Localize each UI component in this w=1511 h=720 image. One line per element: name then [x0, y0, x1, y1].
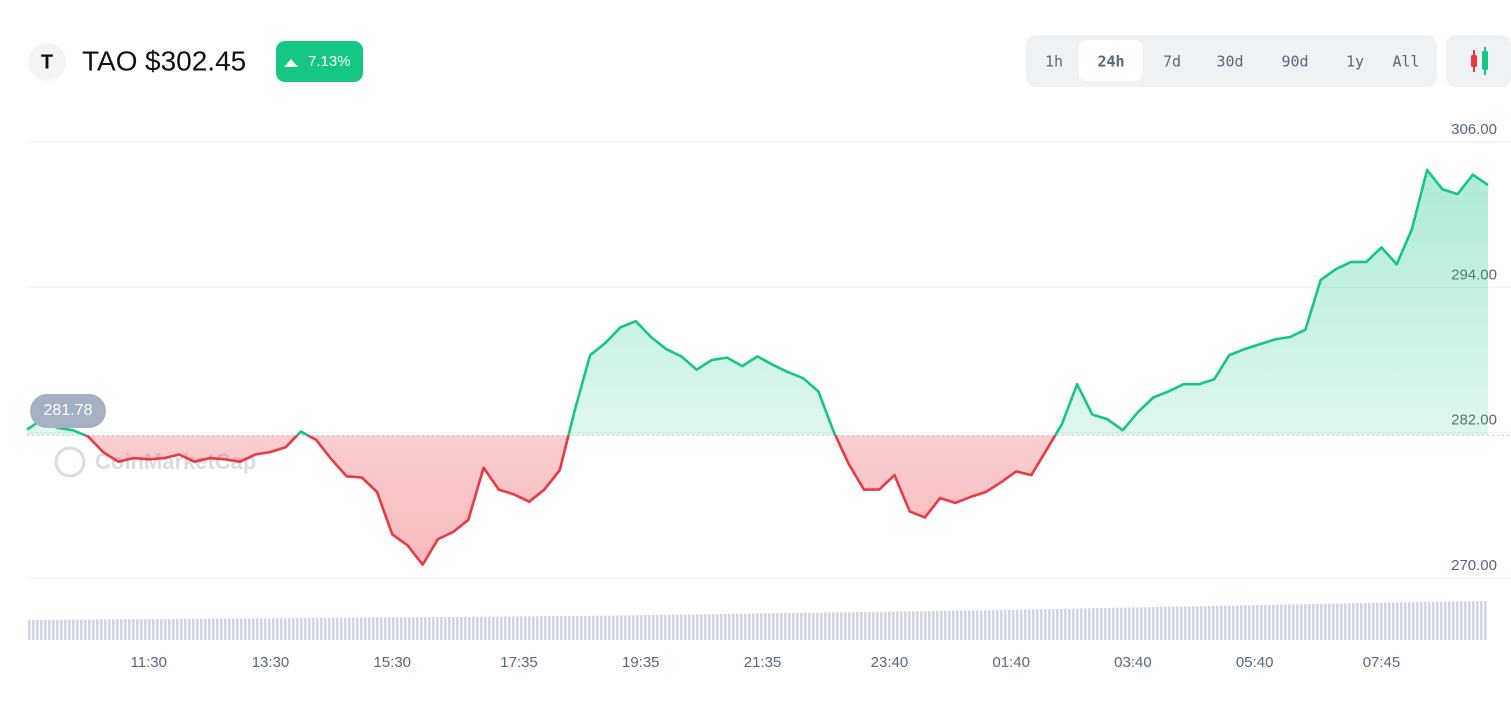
price: $302.45	[145, 45, 246, 76]
price-line	[81, 435, 1057, 566]
change-badge	[276, 41, 363, 82]
volume-strip	[27, 601, 1488, 640]
range-button[interactable]: 1y	[1346, 53, 1364, 71]
x-tick-label: 01:40	[992, 654, 1030, 671]
price-line	[26, 168, 1489, 436]
range-button[interactable]: 1h	[1045, 53, 1063, 71]
candle-icon	[1482, 51, 1488, 70]
range-active	[1079, 40, 1143, 81]
y-tick-label: 306.00	[1451, 121, 1497, 138]
range-button[interactable]: 30d	[1216, 53, 1243, 71]
x-tick-label: 17:35	[500, 654, 538, 671]
area-down	[85, 435, 1056, 565]
symbol: TAO	[82, 45, 137, 76]
x-tick-label: 07:45	[1363, 654, 1401, 671]
x-tick-label: 19:35	[622, 654, 660, 671]
x-tick-label: 23:40	[871, 654, 909, 671]
range-button[interactable]: 7d	[1163, 53, 1181, 71]
range-button[interactable]: 24h	[1097, 53, 1124, 71]
x-tick-label: 05:40	[1236, 654, 1274, 671]
range-button[interactable]: 90d	[1281, 53, 1308, 71]
x-tick-label: 13:30	[252, 654, 290, 671]
x-tick-label: 03:40	[1114, 654, 1152, 671]
baseline-pill	[30, 394, 106, 428]
range-button[interactable]: All	[1392, 53, 1419, 71]
x-tick-label: 15:30	[373, 654, 411, 671]
candle-toggle[interactable]	[1446, 35, 1511, 87]
logo: T	[41, 51, 53, 73]
change: 7.13%	[308, 53, 351, 70]
plot: 270.00282.00294.00306.0011:3013:3015:301…	[26, 121, 1511, 671]
logo-circle	[28, 43, 66, 81]
candle-icon	[1471, 55, 1477, 67]
up-arrow	[284, 59, 298, 67]
baseline-label: 281.78	[44, 402, 93, 419]
area-up	[27, 169, 1488, 436]
x-tick-label: 21:35	[744, 654, 782, 671]
x-tick-label: 11:30	[131, 654, 167, 671]
range-group: 1h 24h 7d 30d 90d 1y All	[1045, 40, 1420, 81]
y-tick-label: 270.00	[1451, 557, 1497, 574]
watermark-logo	[54, 446, 86, 478]
